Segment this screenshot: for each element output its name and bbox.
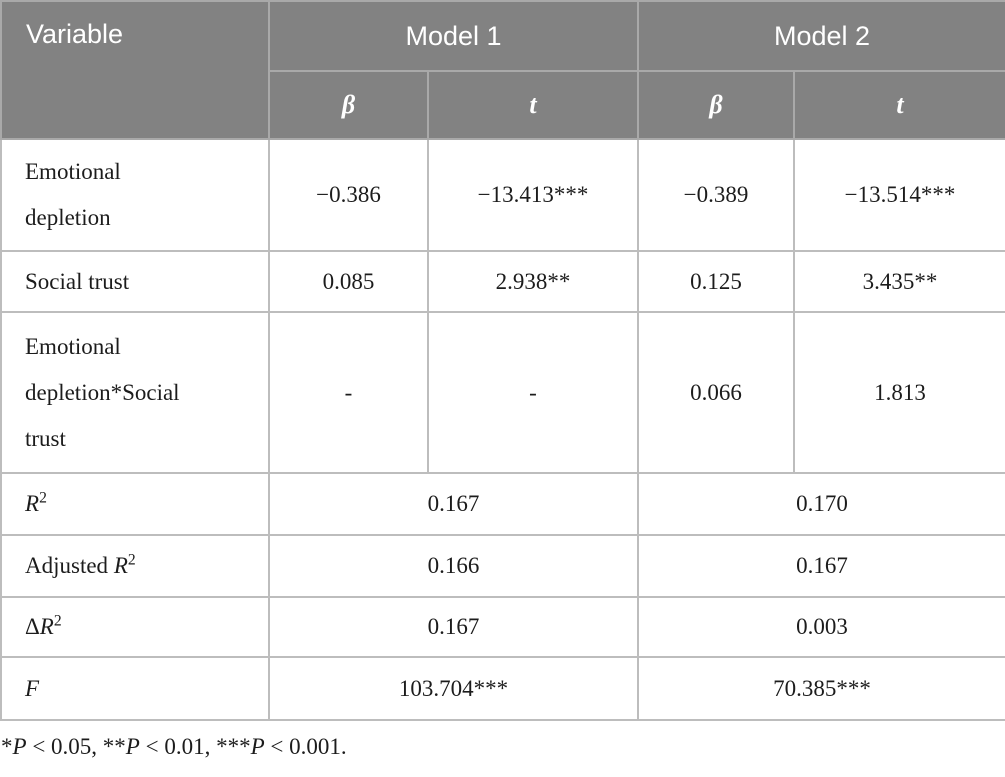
footnote-p-symbol: P (250, 734, 265, 759)
column-header-model1: Model 1 (268, 0, 639, 72)
footnote-text: < 0.01, *** (139, 734, 251, 759)
table-row-r-squared: R2 0.167 0.170 (0, 472, 1005, 536)
footnote-text: < 0.05, ** (26, 734, 126, 759)
table-row-emotional-depletion: Emotional depletion −0.386 −13.413*** −0… (0, 138, 1005, 252)
row-label: R2 (0, 472, 270, 536)
row-label: F (0, 656, 270, 721)
cell-model1-beta: - (268, 311, 429, 474)
stat-symbol: R (113, 553, 128, 578)
cell-model1-stat: 103.704*** (268, 656, 639, 721)
column-header-model2: Model 2 (637, 0, 1005, 72)
row-label: Emotional depletion*Social trust (0, 311, 270, 474)
row-label-line: depletion (25, 205, 111, 230)
table-row-social-trust: Social trust 0.085 2.938** 0.125 3.435** (0, 250, 1005, 313)
cell-model1-t: - (427, 311, 639, 474)
header-row-coefficients: β t β t (1, 70, 1005, 140)
table-row-adjusted-r-squared: Adjusted R2 0.166 0.167 (0, 534, 1005, 598)
regression-results-table: Variable Model 1 Model 2 β t β t Emotion… (0, 0, 1005, 721)
cell-model1-t: −13.413*** (427, 138, 639, 252)
cell-model1-beta: 0.085 (268, 250, 429, 313)
cell-model2-t: 1.813 (793, 311, 1005, 474)
stat-symbol: R (25, 491, 40, 516)
cell-model2-stat: 0.170 (637, 472, 1005, 536)
row-label-line: Emotional (25, 333, 121, 359)
stat-superscript: 2 (127, 551, 136, 569)
cell-model1-t: 2.938** (427, 250, 639, 313)
row-label: Adjusted R2 (0, 534, 270, 598)
cell-model2-beta: 0.125 (637, 250, 795, 313)
table-row-delta-r-squared: ΔR2 0.167 0.003 (0, 596, 1005, 658)
row-label-line: trust (25, 425, 66, 451)
cell-model1-stat: 0.166 (268, 534, 639, 598)
footnote-text: * (1, 734, 13, 759)
row-label: Emotional depletion (0, 138, 270, 252)
row-label-line: depletion*Social (25, 379, 180, 405)
cell-model2-beta: 0.066 (637, 311, 795, 474)
table-row-f-statistic: F 103.704*** 70.385*** (0, 656, 1005, 721)
footnote-text: < 0.001. (264, 734, 347, 759)
table-row-interaction: Emotional depletion*Social trust - - 0.0… (0, 311, 1005, 474)
cell-model2-t: 3.435** (793, 250, 1005, 313)
header-row-models: Variable Model 1 Model 2 (0, 0, 1005, 140)
footnote-p-symbol: P (12, 734, 27, 759)
row-label: ΔR2 (0, 596, 270, 658)
stat-symbol: F (25, 675, 40, 701)
column-header-model1-beta: β (268, 70, 429, 140)
cell-model2-stat: 70.385*** (637, 656, 1005, 721)
column-header-variable: Variable (0, 0, 270, 140)
stat-symbol: R (39, 614, 54, 639)
stat-superscript: 2 (39, 489, 47, 507)
footnote-p-symbol: P (125, 734, 140, 759)
cell-model2-stat: 0.167 (637, 534, 1005, 598)
cell-model1-stat: 0.167 (268, 472, 639, 536)
column-header-model1-t: t (427, 70, 639, 140)
significance-footnote: *P < 0.05, **P < 0.01, ***P < 0.001. (1, 734, 1005, 760)
column-header-model2-t: t (793, 70, 1005, 140)
column-header-model2-beta: β (637, 70, 795, 140)
cell-model1-beta: −0.386 (268, 138, 429, 252)
cell-model2-t: −13.514*** (793, 138, 1005, 252)
cell-model2-beta: −0.389 (637, 138, 795, 252)
stat-prefix: Adjusted (25, 553, 114, 578)
stat-superscript: 2 (53, 612, 62, 630)
row-label: Social trust (0, 250, 270, 313)
cell-model2-stat: 0.003 (637, 596, 1005, 658)
row-label-line: Emotional (25, 159, 121, 184)
stat-prefix: Δ (25, 614, 40, 639)
cell-model1-stat: 0.167 (268, 596, 639, 658)
